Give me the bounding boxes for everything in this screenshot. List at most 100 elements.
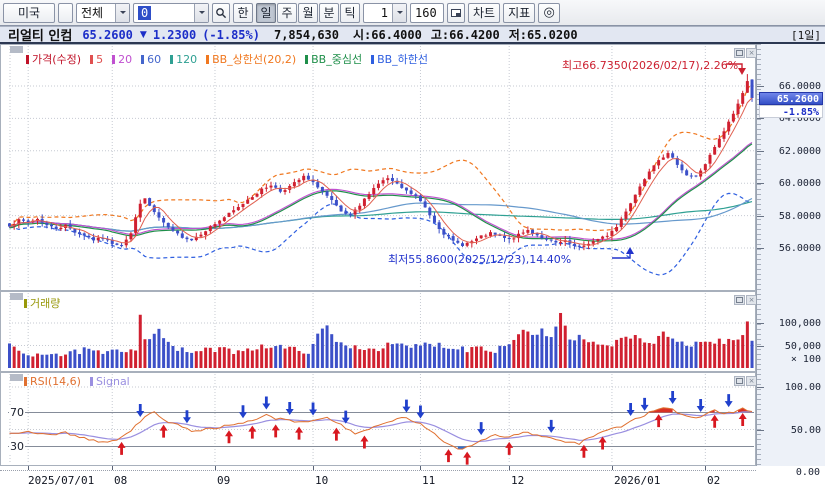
low-annotation: 최저55.8600(2025/12/23),14.40% <box>388 253 571 266</box>
legend-label: 20 <box>118 52 133 66</box>
price-change: 1.2300 <box>152 27 197 42</box>
legend-marker <box>112 54 116 64</box>
market-selector[interactable]: 미국 <box>3 2 55 23</box>
period-tab-틱[interactable]: 틱 <box>340 2 360 23</box>
axis-ruler <box>757 44 761 466</box>
interval-dropdown[interactable]: 1 <box>363 2 407 23</box>
legend-item: BB_하한선 <box>371 51 428 67</box>
volume-axis-label: 100,000 <box>778 318 821 329</box>
rsi-zero-label: 0.00 <box>795 467 820 478</box>
rsi-pane-handle[interactable] <box>10 374 23 381</box>
sell-arrow <box>341 410 350 424</box>
indicator-button[interactable]: 지표 <box>503 2 536 23</box>
sell-arrow <box>477 422 486 436</box>
chevron-down-icon[interactable] <box>392 3 406 22</box>
chart-button[interactable]: 차트 <box>468 2 501 23</box>
legend-item: 가격(수정) <box>26 51 81 67</box>
legend-label: 거래량 <box>30 297 61 310</box>
sell-arrow <box>696 399 705 413</box>
open-price: 시:66.4000 <box>353 28 422 42</box>
rsi-chart-canvas[interactable] <box>0 372 756 466</box>
high-annotation: 최고66.7350(2026/02/17),2.26% <box>562 59 738 72</box>
axis-tick <box>757 183 764 185</box>
rsi-pane-legend: RSI(14,6) Signal <box>24 375 130 388</box>
buy-arrow <box>224 430 233 444</box>
price-axis-label: 62.0000 <box>778 145 821 157</box>
legend-marker <box>206 54 210 64</box>
restore-pane-icon[interactable] <box>734 48 745 58</box>
symbol-code-input[interactable]: 0 <box>133 2 209 23</box>
price-pane-handle[interactable] <box>10 46 23 53</box>
symbol-name: 리얼티 인컴 <box>8 29 73 44</box>
quote-info-bar: 리얼티 인컴 65.2600 ▼ 1.2300 (-1.85%) 7,854,6… <box>0 26 825 44</box>
rsi-pane-controls: × <box>734 376 757 386</box>
period-tab-월[interactable]: 월 <box>298 2 318 23</box>
lang-korean-button[interactable]: 한 <box>233 2 253 23</box>
sell-arrow <box>668 391 677 405</box>
legend-item: BB_중심선 <box>305 51 362 67</box>
legend-item: 거래량 <box>24 295 60 311</box>
period-tab-주[interactable]: 주 <box>277 2 297 23</box>
buy-arrow <box>271 424 280 438</box>
period-tab-분[interactable]: 분 <box>319 2 339 23</box>
buy-arrow <box>444 449 453 463</box>
period-badge: [1일] <box>791 28 821 42</box>
legend-item: BB_상한선(20,2) <box>206 51 296 67</box>
rsi-axis-label: 100.00 <box>784 382 821 393</box>
bar-count-input[interactable]: 160 <box>410 2 444 23</box>
scope-dropdown[interactable]: 전체 <box>76 2 130 23</box>
restore-pane-icon[interactable] <box>734 376 745 386</box>
buy-arrow <box>738 413 747 427</box>
buy-arrow <box>463 451 472 465</box>
rsi-level-30-label: 30 <box>9 440 25 453</box>
axis-tick <box>757 215 764 217</box>
restore-pane-icon[interactable] <box>734 295 745 305</box>
price-pane-legend: 가격(수정) 5 20 60 120 BB_상한선(20,2) BB_중심선 BB_하한선 <box>26 51 428 67</box>
volume-axis-label: 50,000 <box>784 340 821 352</box>
volume-value: 7,854,630 <box>273 27 340 42</box>
price-chart-canvas[interactable]: 최고66.7350(2026/02/17),2.26% 최저55.8600(202… <box>0 44 756 291</box>
legend-label: 5 <box>96 52 104 66</box>
settings-gear-icon[interactable]: ◎ <box>538 2 561 23</box>
sell-arrow <box>182 410 191 424</box>
chevron-down-icon[interactable] <box>115 3 129 22</box>
price-axis-label: 66.0000 <box>778 81 821 92</box>
legend-marker <box>24 377 27 386</box>
buy-arrow <box>505 441 514 455</box>
chevron-down-icon[interactable] <box>194 3 208 22</box>
volume-multiplier-label: × 100 <box>790 354 821 365</box>
volume-chart-canvas[interactable] <box>0 291 756 372</box>
search-button[interactable] <box>212 2 230 23</box>
price-axis-strip[interactable]: 66.0000 64.0000 62.0000 60.0000 58.0000 56.00… <box>756 44 825 466</box>
time-axis-tick <box>509 466 510 470</box>
low-price: 저:65.0200 <box>508 28 578 42</box>
price-down-icon: ▼ <box>139 29 147 40</box>
price-axis-label: 60.0000 <box>778 178 821 190</box>
price-change-pct: (-1.85%) <box>202 27 260 42</box>
high-price: 고:66.4200 <box>430 28 500 42</box>
period-tab-일[interactable]: 일 <box>256 2 276 23</box>
volume-pane-handle[interactable] <box>10 293 23 300</box>
price-axis-label: 56.0000 <box>778 243 821 254</box>
axis-tick <box>757 345 764 347</box>
scope-value: 전체 <box>81 6 104 20</box>
axis-tick <box>757 86 764 87</box>
price-axis-label: 64.0000 <box>778 113 821 125</box>
price-axis-label: 58.0000 <box>778 210 821 222</box>
buy-arrow <box>710 414 719 428</box>
search-icon <box>216 7 227 18</box>
buy-arrow <box>360 435 369 449</box>
market-sub-box[interactable] <box>58 2 73 23</box>
time-axis-strip[interactable]: 2025/07/01 08 09 10 11 12 2026/01 02 <box>0 466 825 493</box>
popup-window-button[interactable] <box>447 2 465 23</box>
rsi-level-70-label: 70 <box>9 406 25 419</box>
time-axis-tick <box>420 466 421 470</box>
time-axis-tick <box>112 466 113 470</box>
axis-tick <box>757 429 764 431</box>
current-pct-marker: -1.85% <box>759 104 823 118</box>
time-axis-tick <box>215 466 216 470</box>
legend-label: 가격(수정) <box>32 53 82 66</box>
buy-arrow <box>248 425 257 439</box>
time-axis-tick <box>612 466 613 470</box>
